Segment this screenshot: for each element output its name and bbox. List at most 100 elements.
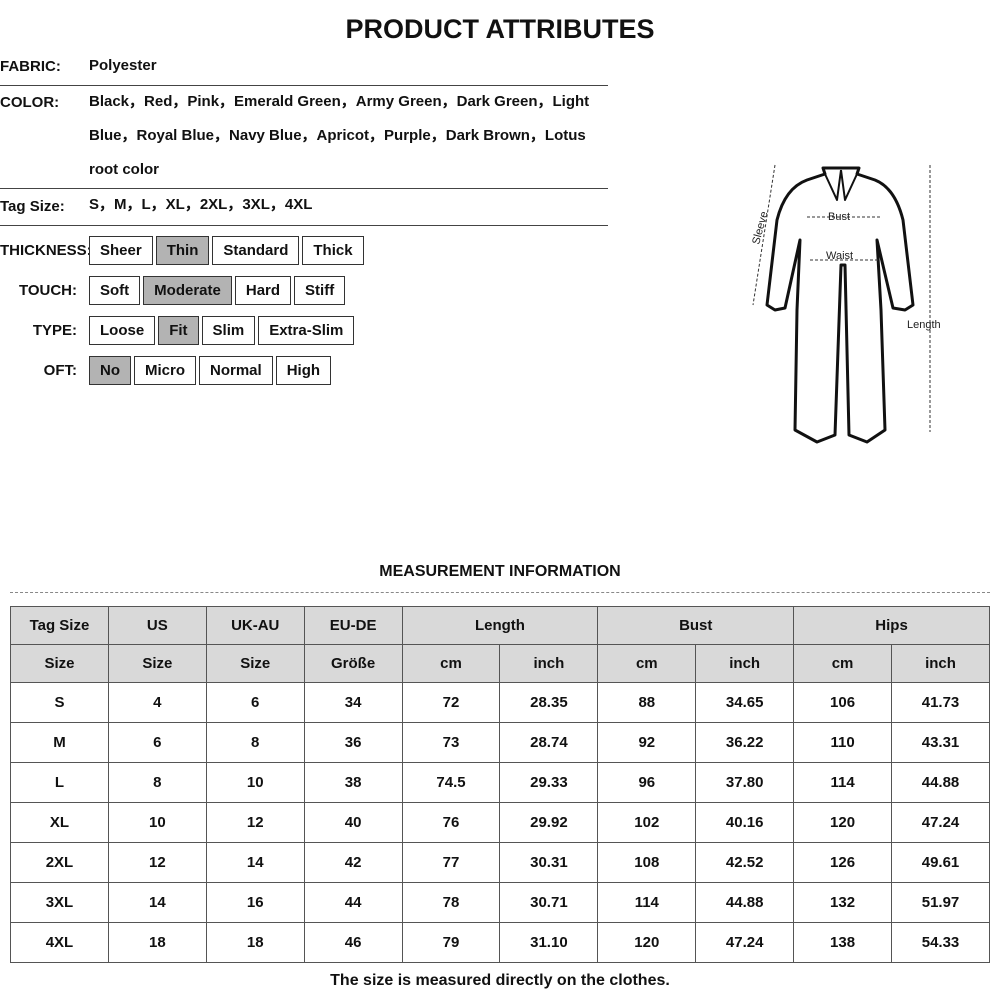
color-value: Black，Red，Pink，Emerald Green，Army Green，…: [89, 93, 590, 178]
size-table: Tag Size US UK-AU EU-DE Length Bust Hips Size Si…: [10, 606, 990, 963]
option-sheer: Sheer: [89, 236, 153, 265]
table-row: XL 10 12 40 76 29.92 102 40.16 120 47.24: [10, 802, 990, 843]
table-cell: 38: [303, 762, 403, 803]
color-label: COLOR:: [0, 94, 60, 111]
table-cell: 47.24: [695, 922, 795, 963]
option-soft: Soft: [89, 276, 141, 305]
table-cell: 88: [597, 682, 697, 723]
measurement-note: The size is measured directly on the clo…: [330, 972, 670, 989]
table-row: L 8 10 38 74.5 29.33 96 37.80 114 44.88: [10, 762, 990, 803]
table-cell: 40.16: [695, 802, 795, 843]
page-title: PRODUCT ATTRIBUTES: [345, 14, 655, 44]
table-cell: 12: [107, 842, 207, 883]
option-thick: Thick: [302, 236, 364, 265]
sleeve-label: Sleeve: [750, 210, 770, 246]
table-cell: 36.22: [695, 722, 795, 763]
table-row: Size Size Size Größe cm inch cm inch cm inch: [10, 644, 990, 683]
waist-label: Waist: [826, 250, 853, 262]
table-cell: 34.65: [695, 682, 795, 723]
option-normal: Normal: [199, 356, 273, 385]
table-cell: S: [10, 682, 109, 723]
bust-label: Bust: [828, 211, 850, 223]
table-cell: 110: [793, 722, 893, 763]
table-cell: Größe: [303, 644, 403, 683]
table-cell: XL: [10, 802, 109, 843]
table-cell: Size: [10, 644, 109, 683]
table-cell: 77: [401, 842, 501, 883]
option-label: TYPE:: [32, 322, 77, 339]
table-cell: inch: [695, 644, 795, 683]
option-label: TOUCH:: [18, 282, 77, 299]
table-cell: Bust: [597, 606, 795, 645]
table-cell: 42.52: [695, 842, 795, 883]
table-cell: 29.92: [499, 802, 599, 843]
option-micro: Micro: [134, 356, 197, 385]
fabric-label: FABRIC:: [0, 58, 61, 75]
table-cell: 120: [597, 922, 697, 963]
divider: [0, 188, 608, 189]
table-cell: 44.88: [891, 762, 990, 803]
option-no: No: [89, 356, 131, 385]
table-cell: 29.33: [499, 762, 599, 803]
table-cell: 46: [303, 922, 403, 963]
option-group: Loose Fit Slim Extra-Slim: [89, 316, 355, 345]
table-cell: Tag Size: [10, 606, 109, 645]
option-fit: Fit: [158, 316, 199, 345]
table-cell: 6: [205, 682, 305, 723]
table-cell: 126: [793, 842, 893, 883]
table-cell: 18: [205, 922, 305, 963]
table-cell: 30.71: [499, 882, 599, 923]
table-cell: 132: [793, 882, 893, 923]
table-cell: 43.31: [891, 722, 990, 763]
table-cell: Hips: [793, 606, 990, 645]
table-cell: 31.10: [499, 922, 599, 963]
table-cell: 138: [793, 922, 893, 963]
table-cell: 73: [401, 722, 501, 763]
table-cell: 120: [793, 802, 893, 843]
option-group: Soft Moderate Hard Stiff: [89, 276, 346, 305]
tag-size-value: S，M，L，XL，2XL，3XL，4XL: [89, 196, 313, 213]
jumpsuit-diagram: Bust Waist Sleeve Length: [750, 164, 941, 444]
table-cell: 8: [107, 762, 207, 803]
table-cell: 114: [793, 762, 893, 803]
table-cell: 79: [401, 922, 501, 963]
option-label: OFT:: [43, 362, 77, 379]
table-cell: 3XL: [10, 882, 109, 923]
table-row: 2XL 12 14 42 77 30.31 108 42.52 126 49.61: [10, 842, 990, 883]
table-cell: 74.5: [401, 762, 501, 803]
table-cell: 28.74: [499, 722, 599, 763]
option-hard: Hard: [234, 276, 292, 305]
table-cell: 16: [205, 882, 305, 923]
table-cell: 78: [401, 882, 501, 923]
table-cell: 51.97: [891, 882, 990, 923]
table-cell: 10: [107, 802, 207, 843]
table-cell: 4: [107, 682, 207, 723]
measurement-title: MEASUREMENT INFORMATION: [379, 563, 621, 580]
table-cell: Size: [107, 644, 207, 683]
table-cell: 41.73: [891, 682, 990, 723]
table-cell: 14: [107, 882, 207, 923]
table-cell: 96: [597, 762, 697, 803]
option-group: No Micro Normal High: [89, 356, 332, 385]
table-cell: inch: [891, 644, 990, 683]
table-cell: 18: [107, 922, 207, 963]
table-cell: 76: [401, 802, 501, 843]
table-cell: 37.80: [695, 762, 795, 803]
table-row: 3XL 14 16 44 78 30.71 114 44.88 132 51.97: [10, 882, 990, 923]
table-cell: 2XL: [10, 842, 109, 883]
table-cell: 72: [401, 682, 501, 723]
table-cell: 34: [303, 682, 403, 723]
length-label: Length: [907, 319, 941, 331]
table-cell: 42: [303, 842, 403, 883]
table-cell: 102: [597, 802, 697, 843]
table-cell: Size: [205, 644, 305, 683]
table-cell: 106: [793, 682, 893, 723]
table-row: S 4 6 34 72 28.35 88 34.65 106 41.73: [10, 682, 990, 723]
table-cell: 8: [205, 722, 305, 763]
table-cell: 114: [597, 882, 697, 923]
table-cell: 47.24: [891, 802, 990, 843]
table-cell: 10: [205, 762, 305, 803]
table-cell: 30.31: [499, 842, 599, 883]
table-cell: 12: [205, 802, 305, 843]
table-cell: L: [10, 762, 109, 803]
